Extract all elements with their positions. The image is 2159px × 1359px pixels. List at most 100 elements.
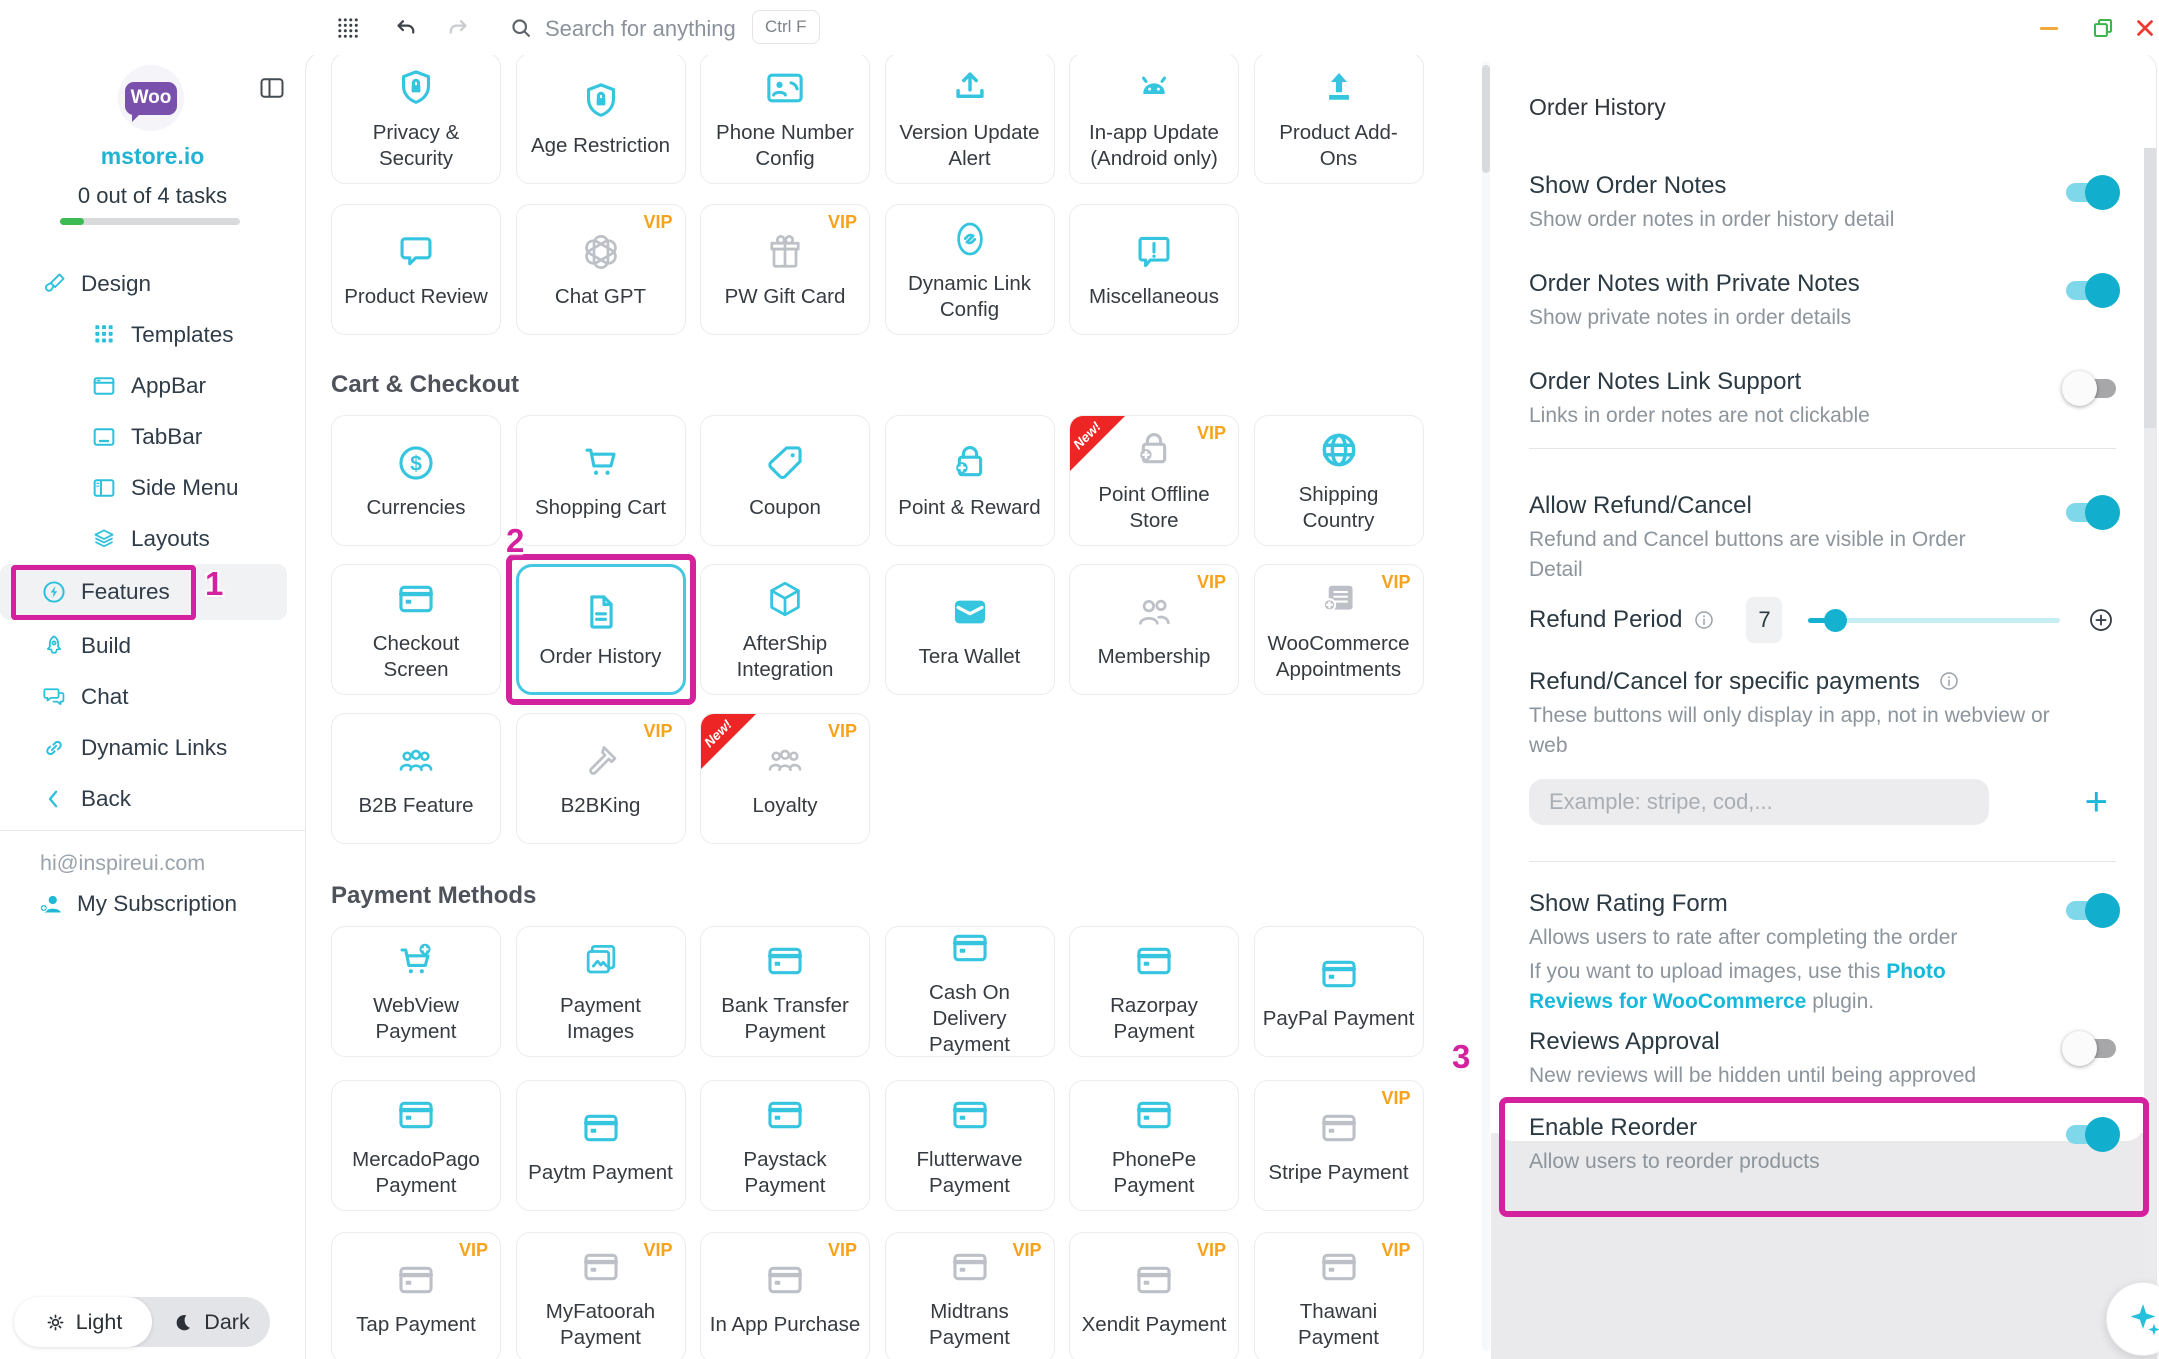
collapse-sidebar-icon[interactable]	[257, 73, 287, 103]
feature-card-midtrans-payment[interactable]: VIP Midtrans Payment	[884, 1232, 1055, 1359]
feature-card-point-offline-store[interactable]: New! VIP Point Offline Store	[1069, 415, 1239, 546]
main-scrollbar[interactable]	[1482, 61, 1490, 1351]
feature-card-version-update-alert[interactable]: Version Update Alert	[884, 53, 1055, 184]
redo-icon[interactable]	[444, 14, 472, 42]
feature-card-product-review[interactable]: Product Review	[331, 204, 501, 335]
feature-card-pw-gift-card[interactable]: VIP PW Gift Card	[700, 204, 870, 335]
woo-logo-text: Woo	[125, 81, 177, 122]
card-row: WebView Payment Payment Images Bank Transf…	[331, 926, 1431, 1057]
feature-card-product-add-ons[interactable]: Product Add-Ons	[1253, 53, 1424, 184]
feature-card-b2b-feature[interactable]: B2B Feature	[331, 713, 501, 844]
feature-card-cash-on-delivery-payment[interactable]: Cash On Delivery Payment	[884, 926, 1055, 1057]
feature-card-point-reward[interactable]: Point & Reward	[884, 415, 1055, 546]
feature-card-checkout-screen[interactable]: Checkout Screen	[331, 564, 501, 695]
refund-period-slider[interactable]	[1808, 608, 2060, 632]
window-restore-button[interactable]	[2090, 15, 2116, 41]
cart-plus-icon	[394, 939, 438, 983]
search-input[interactable]: Search for anything	[545, 16, 736, 41]
sidebar: Woo mstore.io 0 out of 4 tasks Design Tem…	[0, 55, 305, 1359]
feature-card-currencies[interactable]: $ Currencies	[331, 415, 501, 546]
panel-scrollbar[interactable]	[2144, 148, 2156, 1359]
sidebar-item-appbar[interactable]: AppBar	[0, 360, 305, 411]
feature-card-label: In-app Update (Android only)	[1089, 120, 1219, 170]
info-icon[interactable]	[1692, 608, 1716, 632]
upload-tray-icon	[948, 66, 992, 110]
show-order-notes-toggle[interactable]	[2066, 175, 2120, 210]
feature-card-myfatoorah-payment[interactable]: VIP MyFatoorah Payment	[515, 1232, 686, 1359]
feature-card-order-history[interactable]: Order History	[515, 564, 686, 695]
feature-card-shopping-cart[interactable]: Shopping Cart	[515, 415, 686, 546]
sidebar-item-tabbar[interactable]: TabBar	[0, 411, 305, 462]
sidebar-item-design[interactable]: Design	[0, 258, 305, 309]
reviews-approval-toggle[interactable]	[2062, 1031, 2116, 1066]
feature-card-paytm-payment[interactable]: Paytm Payment	[515, 1080, 686, 1211]
feature-card-dynamic-link-config[interactable]: Dynamic Link Config	[884, 204, 1055, 335]
feature-card-paypal-payment[interactable]: PayPal Payment	[1253, 926, 1424, 1057]
feature-card-bank-transfer-payment[interactable]: Bank Transfer Payment	[700, 926, 870, 1057]
images-icon	[579, 939, 623, 983]
allow-refund-toggle[interactable]	[2066, 495, 2120, 530]
feature-card-aftership-integration[interactable]: AfterShip Integration	[700, 564, 870, 695]
theme-light-button[interactable]: Light	[14, 1297, 152, 1347]
feature-card-in-app-purchase[interactable]: VIP In App Purchase	[700, 1232, 870, 1359]
sidebar-item-back[interactable]: Back	[0, 773, 305, 824]
private-notes-toggle[interactable]	[2066, 273, 2120, 308]
sidebar-item-my-subscription[interactable]: My Subscription	[36, 889, 237, 919]
search-icon[interactable]	[508, 15, 534, 41]
photo-reviews-link[interactable]: Photo Reviews for WooCommerce	[1529, 960, 1946, 1013]
feature-card-label: Tap Payment	[356, 1312, 476, 1336]
main-scrollbar-thumb[interactable]	[1482, 65, 1490, 173]
card-icon	[763, 939, 807, 983]
panel-scrollbar-thumb[interactable]	[2144, 148, 2156, 428]
feature-card-age-restriction[interactable]: Age Restriction	[515, 53, 686, 184]
show-rating-form-toggle[interactable]	[2066, 893, 2120, 928]
info-icon[interactable]	[1937, 669, 1961, 693]
setting-title: Show Order Notes	[1529, 172, 1727, 199]
feature-card-paystack-payment[interactable]: Paystack Payment	[700, 1080, 870, 1211]
feature-card-flutterwave-payment[interactable]: Flutterwave Payment	[884, 1080, 1055, 1211]
undo-icon[interactable]	[392, 14, 420, 42]
feature-card-chat-gpt[interactable]: VIP Chat GPT	[515, 204, 686, 335]
link-support-toggle[interactable]	[2062, 371, 2116, 406]
feature-card-privacy-security[interactable]: Privacy & Security	[331, 53, 501, 184]
setting-desc2: If you want to upload images, use this P…	[1529, 957, 2009, 1017]
chain-icon	[40, 734, 68, 762]
sidebar-item-side-menu[interactable]: Side Menu	[0, 462, 305, 513]
sidebar-item-dynamic-links[interactable]: Dynamic Links	[0, 722, 305, 773]
feature-card-phone-number-config[interactable]: Phone Number Config	[700, 53, 870, 184]
feature-card-loyalty[interactable]: New! VIP Loyalty	[700, 713, 870, 844]
feature-card-coupon[interactable]: Coupon	[700, 415, 870, 546]
feature-card-thawani-payment[interactable]: VIP Thawani Payment	[1253, 1232, 1424, 1359]
sidebar-item-build[interactable]: Build	[0, 620, 305, 671]
feature-card-mercadopago-payment[interactable]: MercadoPago Payment	[331, 1080, 501, 1211]
feature-card-miscellaneous[interactable]: Miscellaneous	[1069, 204, 1239, 335]
feature-card-shipping-country[interactable]: Shipping Country	[1253, 415, 1424, 546]
feature-card-webview-payment[interactable]: WebView Payment	[331, 926, 501, 1057]
theme-dark-button[interactable]: Dark	[152, 1297, 270, 1347]
feature-card-b2bking[interactable]: VIP B2BKing	[515, 713, 686, 844]
feature-card-membership[interactable]: VIP Membership	[1069, 564, 1239, 695]
app-launcher-icon[interactable]	[334, 14, 362, 42]
enable-reorder-toggle[interactable]	[2066, 1117, 2120, 1152]
feature-card-tera-wallet[interactable]: Tera Wallet	[884, 564, 1055, 695]
add-payment-button[interactable]: +	[2084, 780, 2108, 824]
slider-thumb[interactable]	[1824, 608, 1848, 632]
increment-icon[interactable]	[2086, 605, 2116, 635]
specific-payments-input[interactable]	[1529, 779, 1989, 825]
feature-card-payment-images[interactable]: Payment Images	[515, 926, 686, 1057]
sidebar-item-features[interactable]: Features	[0, 564, 287, 620]
sidebar-item-templates[interactable]: Templates	[0, 309, 305, 360]
sidebar-item-chat[interactable]: Chat	[0, 671, 305, 722]
window-minimize-button[interactable]	[2036, 15, 2062, 41]
feature-card-phonepe-payment[interactable]: PhonePe Payment	[1069, 1080, 1239, 1211]
feature-card-xendit-payment[interactable]: VIP Xendit Payment	[1069, 1232, 1239, 1359]
feature-card-tap-payment[interactable]: VIP Tap Payment	[331, 1232, 501, 1359]
feature-card-stripe-payment[interactable]: VIP Stripe Payment	[1253, 1080, 1424, 1211]
window-close-button[interactable]	[2132, 15, 2158, 41]
feature-card-woocommerce-appointments[interactable]: VIP WooCommerce Appointments	[1253, 564, 1424, 695]
sidebar-item-layouts[interactable]: Layouts	[0, 513, 305, 564]
wallet-icon	[948, 590, 992, 634]
refund-period-value: 7	[1746, 597, 1783, 643]
feature-card-razorpay-payment[interactable]: Razorpay Payment	[1069, 926, 1239, 1057]
feature-card-in-app-update-android-only[interactable]: In-app Update (Android only)	[1069, 53, 1239, 184]
